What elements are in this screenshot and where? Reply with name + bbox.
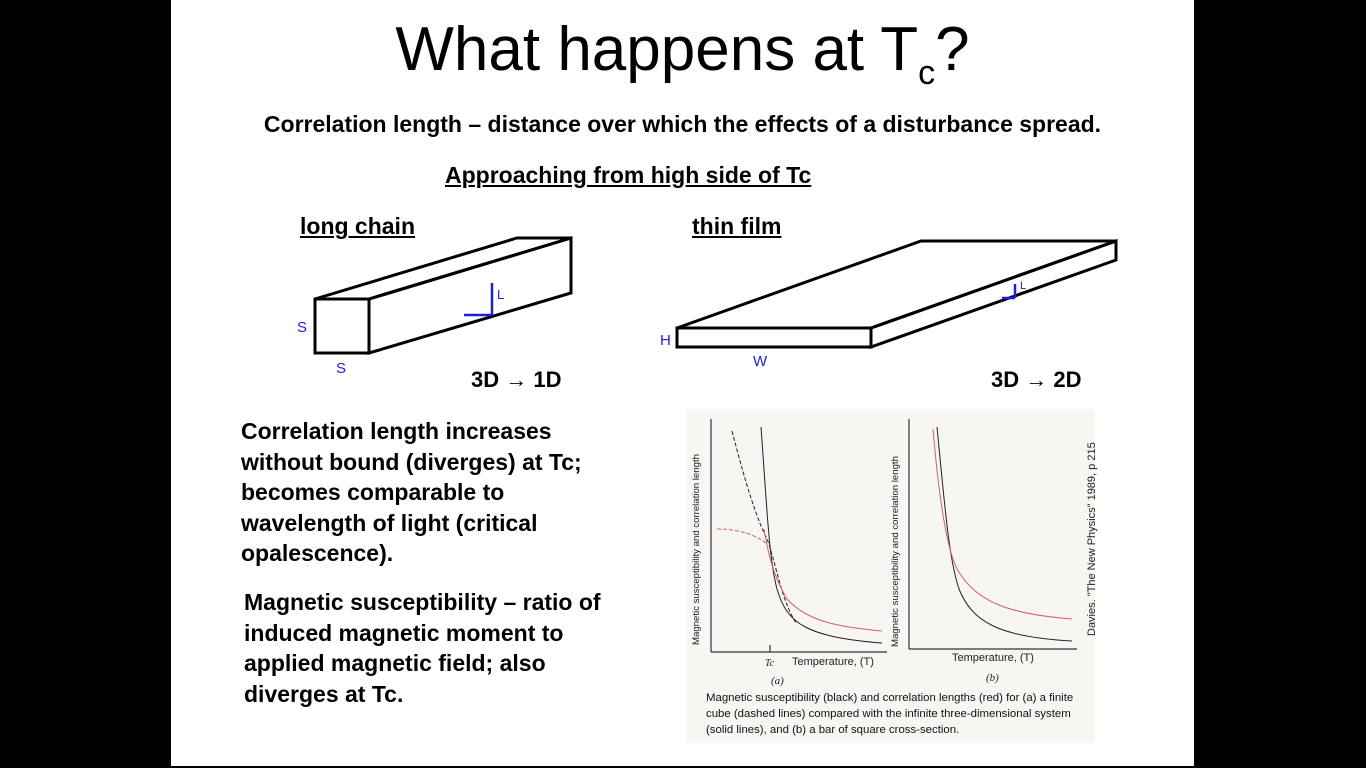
geometry-diagrams: S S L H W L — [297, 235, 1118, 377]
panel-b-axes — [908, 419, 1077, 650]
panel-a-susceptibility-dashed — [731, 430, 798, 625]
thin-film-width-label: W — [753, 353, 768, 370]
susceptibility-figure: Magnetic susceptibility and correlation … — [687, 409, 1095, 743]
thin-film-slab-drawing — [675, 238, 1118, 350]
tc-tick-label: Tc — [765, 658, 775, 669]
slide: What happens at Tc? Correlation length –… — [171, 0, 1194, 766]
section-heading: Approaching from high side of Tc — [445, 162, 812, 188]
long-chain-length-label: L — [497, 287, 504, 302]
correlation-paragraph: Correlation length increases without bou… — [241, 418, 582, 566]
panel-a-y-axis-label: Magnetic susceptibility and correlation … — [691, 454, 702, 645]
panel-a-correlation-solid — [763, 528, 883, 632]
thin-film-length-label: L — [1020, 280, 1026, 292]
figure-source-credit: Davies. "The New Physics" 1989, p 215 — [1086, 442, 1098, 636]
long-chain-edge-label-s1: S — [297, 319, 307, 336]
long-chain-edge-label-s2: S — [336, 360, 346, 377]
panel-a-susceptibility-solid — [760, 426, 883, 644]
long-chain-label: long chain — [300, 213, 415, 239]
thin-film-dimension-text: 3D → 2D — [991, 367, 1082, 392]
panel-b-label: (b) — [986, 672, 999, 684]
panel-a-axes — [710, 419, 887, 653]
panel-b-x-axis-label: Temperature, (T) — [952, 652, 1034, 664]
panel-b-susceptibility — [936, 426, 1073, 642]
thin-film-length-marker — [1002, 284, 1017, 300]
slide-title: What happens at Tc? — [395, 15, 970, 92]
panel-a-x-axis-label: Temperature, (T) — [792, 656, 874, 668]
thin-film-label: thin film — [692, 213, 782, 239]
panel-a-label: (a) — [771, 675, 784, 687]
figure-caption: Magnetic susceptibility (black) and corr… — [706, 692, 1074, 736]
susceptibility-paragraph: Magnetic susceptibility – ratio of induc… — [244, 589, 601, 707]
panel-a-correlation-dashed — [716, 528, 768, 545]
long-chain-length-marker — [464, 283, 494, 317]
panel-b-y-axis-label: Magnetic susceptibility and correlation … — [890, 456, 901, 647]
thin-film-height-label: H — [660, 332, 671, 349]
long-chain-bar-drawing — [313, 235, 573, 356]
bottom-border — [0, 766, 1366, 768]
figure-plots: Magnetic susceptibility and correlation … — [687, 409, 1095, 743]
slide-subtitle: Correlation length – distance over which… — [263, 111, 1102, 137]
long-chain-dimension-text: 3D → 1D — [471, 367, 562, 392]
panel-b-correlation — [932, 428, 1073, 620]
